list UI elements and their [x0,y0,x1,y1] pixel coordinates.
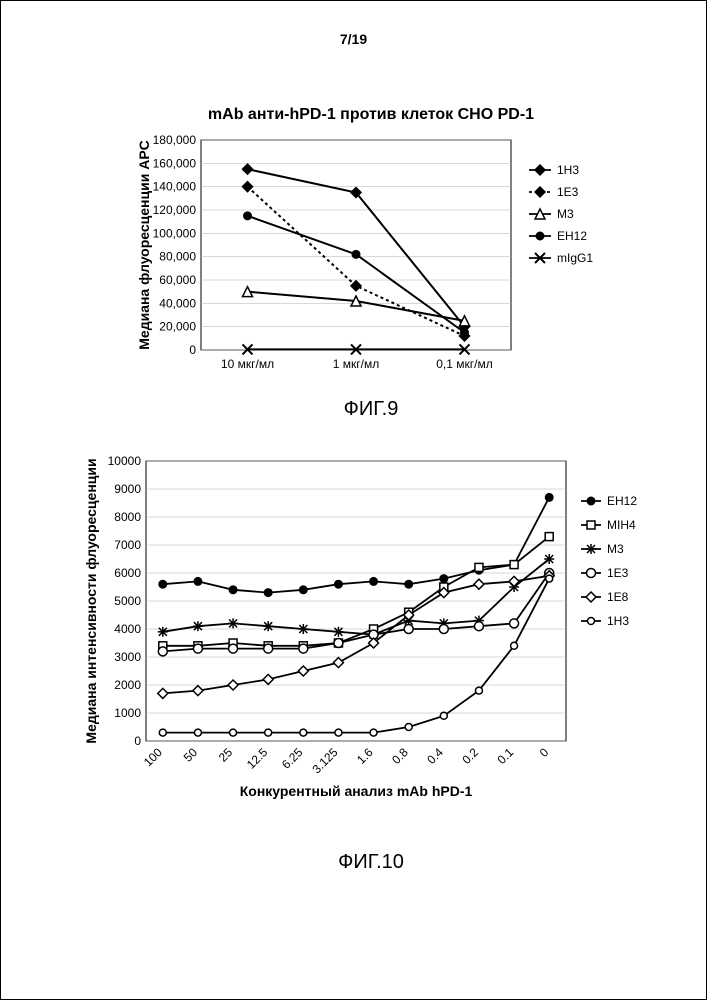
figure-9: mAb анти-hPD-1 против клеток CHO PD-1 0 2… [131,106,611,421]
svg-text:40,000: 40,000 [159,296,196,310]
svg-text:M3: M3 [607,542,624,556]
svg-text:3000: 3000 [114,650,141,664]
svg-text:9000: 9000 [114,482,141,496]
svg-text:1E3: 1E3 [557,185,579,199]
figure-10: 0100020003000400050006000700080009000100… [76,451,666,874]
fig9-chart: 0 20,000 40,000 60,000 80,000 100,000 120,000 1… [131,130,611,390]
svg-text:12.5: 12.5 [244,745,271,772]
svg-text:1000: 1000 [114,706,141,720]
fig10-chart: 0100020003000400050006000700080009000100… [76,451,666,811]
svg-text:EH12: EH12 [557,229,587,243]
svg-text:80,000: 80,000 [159,250,196,264]
svg-text:10 мкг/мл: 10 мкг/мл [221,357,274,371]
svg-text:4000: 4000 [114,622,141,636]
fig10-caption: ФИГ.10 [76,851,666,874]
fig9-title: mAb анти-hPD-1 против клеток CHO PD-1 [131,106,611,124]
svg-text:6000: 6000 [114,566,141,580]
svg-text:0: 0 [134,734,141,748]
svg-text:100,000: 100,000 [153,226,197,240]
svg-text:Медиана флуоресценции APC: Медиана флуоресценции APC [136,140,152,350]
svg-text:1E8: 1E8 [607,590,629,604]
svg-text:1E3: 1E3 [607,566,629,580]
svg-text:2000: 2000 [114,678,141,692]
svg-text:8000: 8000 [114,510,141,524]
svg-text:0.8: 0.8 [389,745,411,767]
svg-text:1.6: 1.6 [354,745,376,767]
svg-text:140,000: 140,000 [153,180,197,194]
svg-text:0.2: 0.2 [459,745,481,767]
svg-text:0.4: 0.4 [424,745,446,767]
svg-text:1H3: 1H3 [607,614,629,628]
svg-text:Медиана интенсивности флуоресц: Медиана интенсивности флуоресценции [83,458,99,743]
svg-text:MIH4: MIH4 [607,518,636,532]
svg-text:160,000: 160,000 [153,156,197,170]
svg-text:0: 0 [537,745,552,760]
svg-text:1H3: 1H3 [557,163,579,177]
svg-text:20,000: 20,000 [159,320,196,334]
svg-text:60,000: 60,000 [159,273,196,287]
svg-text:0: 0 [189,343,196,357]
svg-text:0,1 мкг/мл: 0,1 мкг/мл [436,357,492,371]
svg-text:mIgG1: mIgG1 [557,251,593,265]
page-number: 7/19 [1,31,706,47]
svg-text:Конкурентный анализ mAb hPD-1: Конкурентный анализ mAb hPD-1 [240,783,473,799]
svg-text:EH12: EH12 [607,494,637,508]
svg-text:3.125: 3.125 [309,745,340,776]
svg-text:5000: 5000 [114,594,141,608]
svg-text:120,000: 120,000 [153,203,197,217]
svg-text:0.1: 0.1 [494,745,516,767]
svg-text:1 мкг/мл: 1 мкг/мл [333,357,379,371]
svg-text:10000: 10000 [108,454,142,468]
svg-text:7000: 7000 [114,538,141,552]
svg-text:180,000: 180,000 [153,133,197,147]
svg-text:25: 25 [216,745,236,765]
svg-text:50: 50 [181,745,201,765]
svg-text:6.25: 6.25 [279,745,306,772]
svg-text:100: 100 [141,745,165,769]
svg-text:M3: M3 [557,207,574,221]
fig9-caption: ФИГ.9 [131,398,611,421]
